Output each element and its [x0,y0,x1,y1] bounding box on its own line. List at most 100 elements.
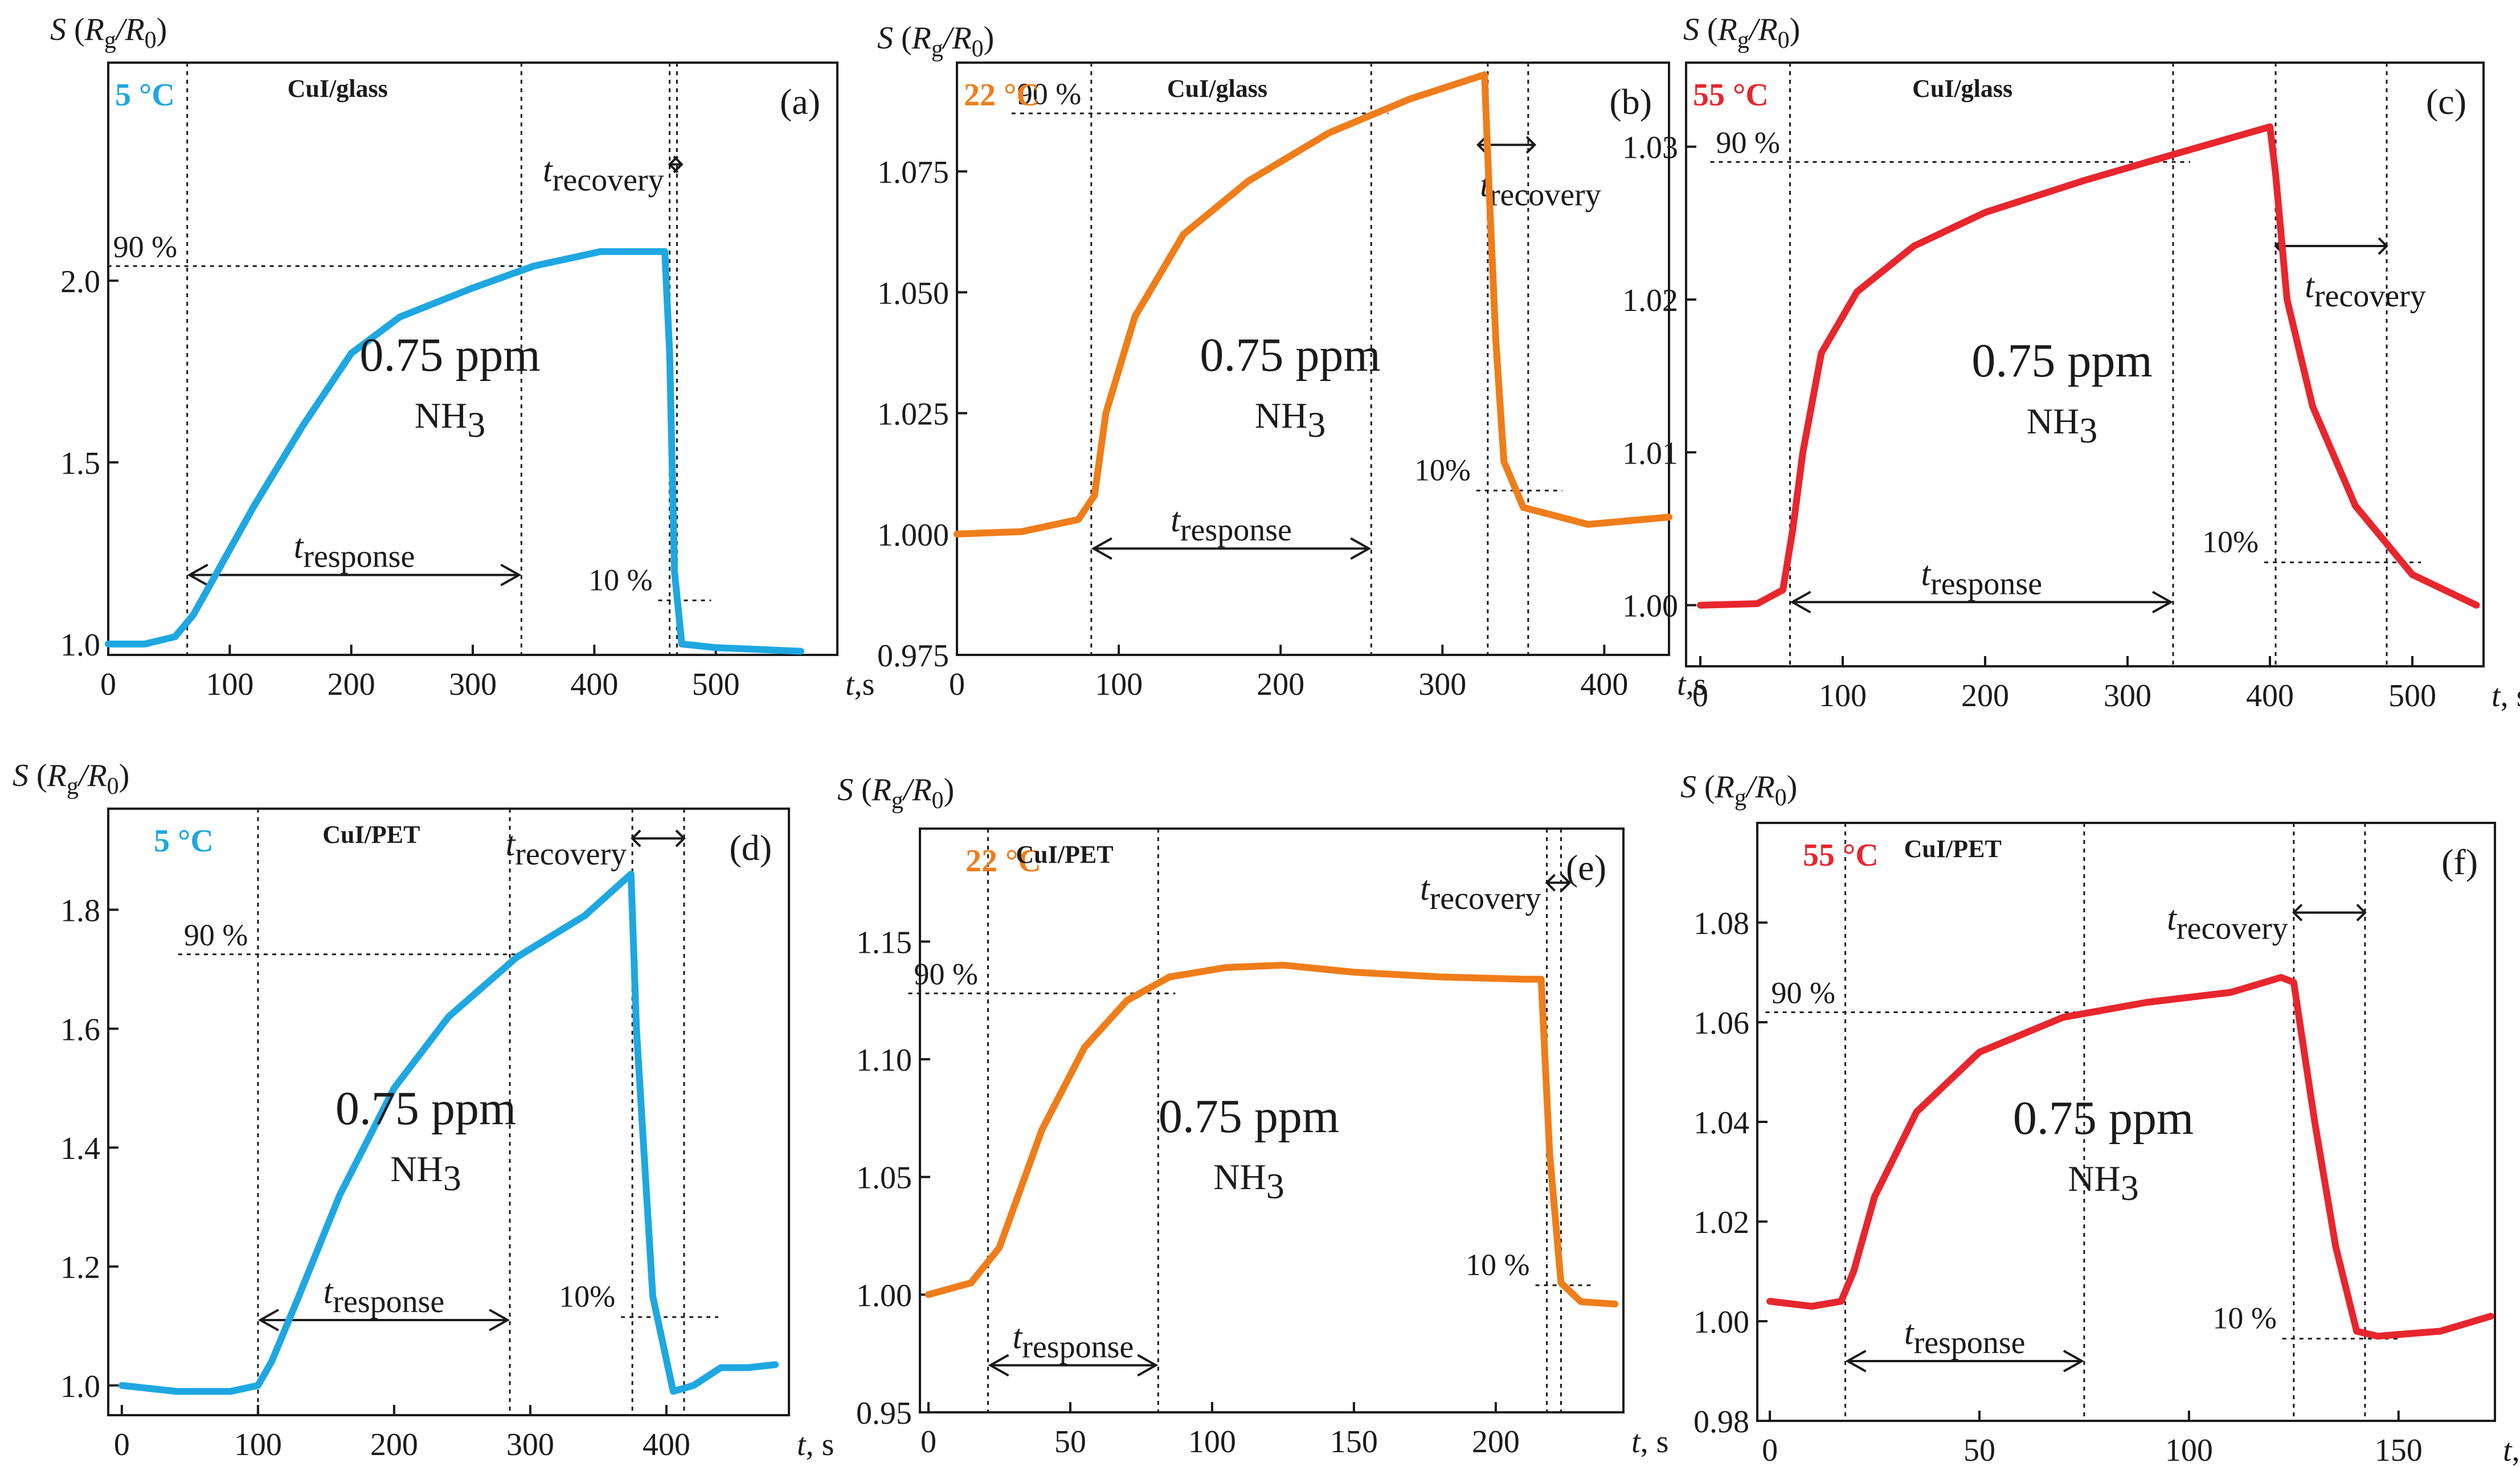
x-tick-label: 200 [1472,1424,1520,1460]
panel-letter: (b) [1609,81,1652,122]
x-axis-label: t,s [845,667,874,702]
x-tick-label: 300 [449,667,497,702]
level-10-label: 10% [2202,525,2259,559]
temperature-label: 55 °C [1803,838,1879,873]
panel-letter: (f) [2441,842,2478,882]
plot-frame [919,827,1625,1413]
concentration-label: 0.75 ppm [359,329,540,382]
recovery-label: trecovery [506,825,627,872]
gas-label: NH3 [1213,1157,1284,1206]
concentration-label: 0.75 ppm [1159,1090,1339,1143]
response-label: tresponse [1013,1318,1134,1364]
y-tick-label: 0.98 [1693,1404,1749,1440]
y-tick-label: 0.975 [877,638,949,674]
panel-letter: (c) [2426,81,2466,122]
recovery-arrowhead-right [2356,904,2367,921]
y-tick-label: 1.02 [1693,1205,1749,1240]
recovery-arrowhead-right [673,155,684,174]
level-10-label: 10% [559,1280,615,1314]
x-tick-label: 400 [1580,667,1628,702]
level-10-label: 10 % [588,563,652,597]
recovery-arrowhead-left [2292,904,2303,921]
y-tick-label: 1.03 [1622,130,1678,166]
y-tick-label: 1.00 [856,1278,912,1313]
level-90-label: 90 % [1017,77,1081,111]
y-tick-label: 1.02 [1622,283,1678,318]
x-tick-label: 200 [1257,667,1304,702]
y-tick-label: 1.6 [60,1012,100,1047]
response-arrowhead-right [2152,591,2174,614]
substrate-label: CuI/PET [1904,835,2002,863]
chart-panel-c: S (Rg/R0) 0 100 200 300 400 500 1.00 1.01 1.02 1.0… [1622,12,2520,714]
y-tick-label: 1.0 [60,628,100,663]
x-tick-label: 100 [1819,678,1867,714]
response-label: tresponse [324,1273,445,1320]
panel-letter: (e) [1566,847,1606,888]
y-tick-label: 1.04 [1693,1105,1749,1141]
level-90-label: 90 % [914,957,978,991]
response-label: tresponse [1921,555,2042,601]
level-10-label: 10% [1414,453,1471,487]
y-axis-label: S (Rg/R0) [1680,769,1797,811]
recovery-arrowhead-left [1545,874,1556,892]
y-tick-label: 1.01 [1622,436,1678,471]
level-10-label: 10 % [1466,1248,1529,1282]
y-tick-label: 1.05 [856,1161,912,1196]
x-tick-label: 100 [206,667,253,702]
y-tick-label: 1.075 [877,155,949,190]
response-arrowhead-left [988,1354,1009,1377]
y-tick-label: 1.8 [60,894,100,929]
chart-panel-a: S (Rg/R0) 0 100 200 300 400 500 1.0 1.5 2.0 t,s 90 … [50,12,874,702]
recovery-label: trecovery [543,151,664,198]
substrate-label: CuI/PET [1016,841,1113,868]
x-tick-label: 0 [949,667,965,702]
recovery-label: trecovery [2305,267,2426,314]
y-axis-label: S (Rg/R0) [50,12,167,54]
y-tick-label: 2.0 [60,264,100,300]
response-arrowhead-left [1845,1350,1867,1372]
response-arrowhead-left [1091,537,1112,560]
chart-panel-f: S (Rg/R0) 0 50 100 150 0.98 1.00 1.02 1.04 1.06 1.… [1680,769,2520,1467]
plot-frame [956,62,1670,656]
y-tick-label: 1.00 [1693,1305,1749,1340]
x-axis-label: t,s [1677,667,1706,702]
x-tick-label: 0 [100,667,116,702]
x-axis-label: t, s [1631,1424,1668,1460]
x-tick-label: 200 [1961,678,2009,714]
y-tick-label: 1.000 [877,518,949,553]
temperature-label: 22 °C [966,843,1041,879]
series-line [1766,974,2494,1340]
gas-label: NH3 [390,1149,461,1198]
recovery-arrowhead-left [631,829,641,847]
y-tick-label: 1.2 [60,1250,100,1285]
x-tick-label: 300 [506,1427,554,1462]
y-tick-label: 1.00 [1622,589,1678,624]
level-90-label: 90 % [113,230,177,264]
x-tick-label: 400 [643,1427,690,1462]
x-tick-label: 200 [370,1427,418,1462]
y-axis-label: S (Rg/R0) [1683,12,1800,54]
response-arrowhead-right [500,563,522,587]
y-tick-label: 1.4 [60,1131,100,1166]
x-tick-label: 0 [921,1424,936,1460]
response-label: tresponse [1171,501,1292,548]
recovery-arrowhead-right [2378,237,2388,255]
x-tick-label: 100 [2165,1433,2213,1467]
y-tick-label: 1.025 [877,397,949,432]
x-tick-label: 300 [1418,667,1466,702]
temperature-label: 5 °C [154,823,214,859]
x-tick-label: 500 [2388,678,2436,714]
response-arrowhead-left [187,563,208,587]
recovery-arrowhead-right [1560,874,1572,892]
gas-label: NH3 [1255,395,1326,445]
series-line [118,870,779,1395]
y-tick-label: 1.15 [856,925,912,960]
chart-panel-b: S (Rg/R0) 0 100 200 300 400 0.975 1.000 1.025 1.0… [877,21,1706,702]
series-line [105,248,804,655]
x-tick-label: 50 [1054,1424,1086,1460]
y-axis-label: S (Rg/R0) [877,21,994,62]
series-line [954,71,1672,538]
response-label: tresponse [1904,1314,2026,1361]
gas-label: NH3 [2027,401,2097,450]
